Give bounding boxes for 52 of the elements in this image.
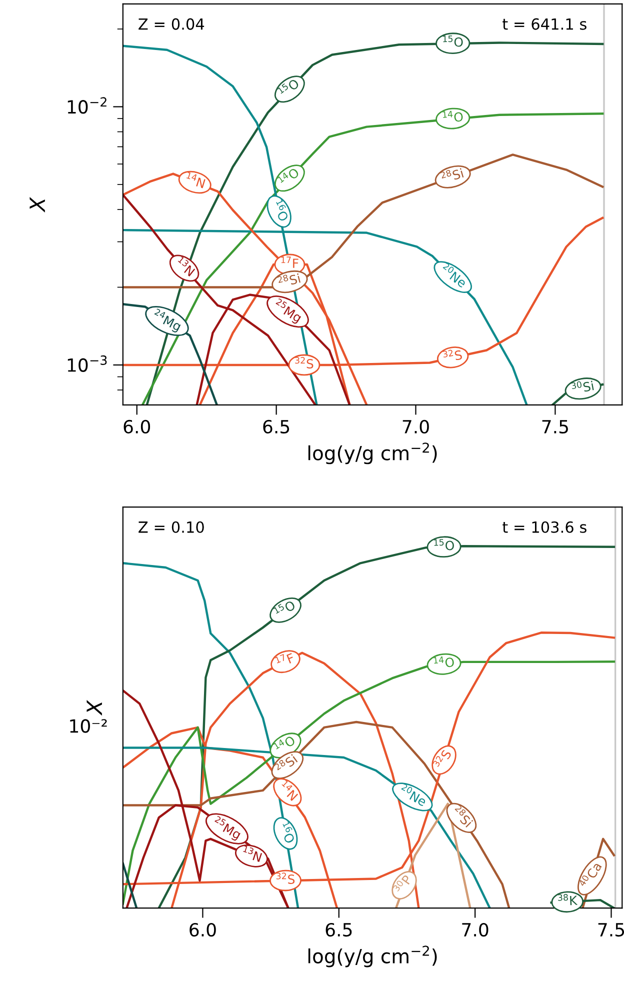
y-axis-title: X (86, 700, 102, 716)
annotation: $^{32}$S (295, 357, 314, 368)
annotation: $^{14}$O (273, 734, 296, 754)
annotation: $^{13}$N (241, 845, 263, 862)
annotation: $^{40}$Ca (578, 860, 602, 890)
y-tick-label: 10$^{−3}$ (68, 355, 107, 372)
annotation: $^{28}$Si (277, 272, 301, 288)
annotation: $^{16}$O (278, 821, 297, 844)
annotation: $^{17}$F (281, 256, 298, 268)
annotation: $^{14}$N (184, 172, 206, 188)
x-tick-label: 6.5 (263, 420, 290, 434)
annotation: $^{32}$S (442, 348, 462, 362)
text: Z = 0.10 (138, 521, 204, 533)
annotation: t = 641.1 s (502, 18, 586, 30)
text: 10⁻² (70, 719, 107, 733)
x-tick-label: 7.5 (598, 923, 624, 937)
x-axis-title: log(y/g cm$^{−2}$) (308, 946, 437, 968)
annotation: $^{14}$O (442, 110, 464, 123)
annotation: $^{32}$S (432, 748, 452, 770)
y-tick-label: 10$^{−2}$ (68, 97, 106, 114)
annotation: $^{28}$Si (274, 752, 298, 774)
x-axis-title: log(y/g cm$^{−2}$) (308, 442, 437, 464)
annotation: $^{15}$O (277, 76, 300, 98)
annotation: $^{28}$Si (440, 166, 464, 184)
annotation: $^{38}$K (558, 894, 578, 906)
annotation: $^{17}$F (274, 651, 295, 668)
annotation: $^{16}$O (272, 199, 291, 222)
x-tick-label: 7.5 (542, 420, 568, 434)
annotation: $^{15}$O (434, 538, 454, 551)
annotation: $^{28}$Si (451, 804, 474, 828)
x-tick-label: 7.0 (402, 420, 429, 434)
annotation: $^{32}$S (276, 872, 295, 884)
text: t = 103.6 s (502, 521, 586, 533)
x-tick-label: 6.0 (124, 420, 150, 434)
annotation: $^{14}$N (278, 780, 300, 802)
annotation: $^{25}$Mg (272, 298, 304, 325)
x-tick-label: 6.5 (326, 922, 352, 937)
annotation: $^{15}$O (443, 35, 463, 48)
annotation: $^{15}$O (273, 598, 296, 618)
annotation: $^{24}$Mg (151, 308, 183, 334)
annotation: $^{20}$Ne (440, 262, 468, 288)
annotation: $^{14}$O (277, 166, 300, 187)
annotation: Z = 0.04 (138, 18, 204, 30)
y-axis-title: X (30, 196, 45, 213)
annotation: $^{25}$Mg (211, 816, 243, 842)
x-tick-label: 7.0 (462, 922, 488, 937)
x-tick-label: 6.0 (190, 922, 216, 937)
annotation: $^{30}$Si (571, 378, 594, 394)
annotation: $^{30}$P (392, 873, 412, 894)
annotation: $^{14}$O (434, 655, 454, 669)
annotation: $^{20}$Ne (398, 783, 428, 807)
annotation: $^{13}$N (174, 256, 196, 277)
